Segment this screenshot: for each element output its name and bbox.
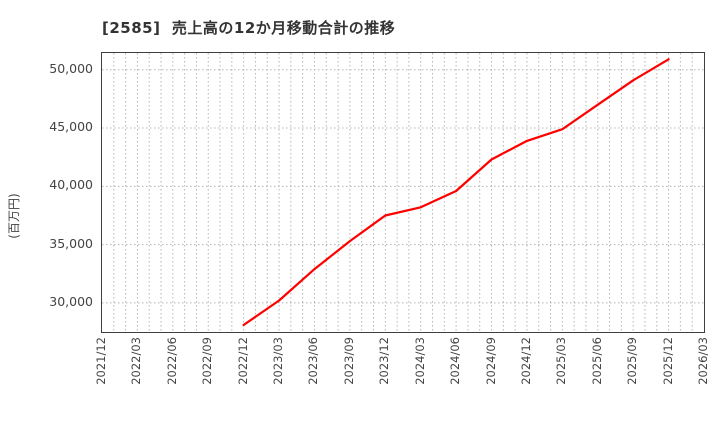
x-tick-label: 2025/03	[554, 337, 569, 385]
x-tick-label: 2024/09	[483, 337, 498, 385]
y-tick-label: 50,000	[49, 60, 93, 76]
x-tick-label: 2024/06	[448, 337, 463, 385]
x-tick-label: 2022/12	[235, 337, 250, 385]
x-tick-label: 2026/03	[696, 337, 710, 385]
x-tick-label: 2023/09	[341, 337, 356, 385]
x-tick-label: 2024/03	[412, 337, 427, 385]
x-tick-label: 2025/12	[660, 337, 675, 385]
y-tick-label: 45,000	[49, 119, 93, 135]
sales-line	[242, 58, 670, 327]
x-tick-label: 2022/03	[129, 337, 144, 385]
y-tick-label: 40,000	[49, 177, 93, 193]
x-tick-label: 2025/09	[625, 337, 640, 385]
x-tick-label: 2021/12	[94, 337, 108, 385]
y-tick-label: 30,000	[49, 293, 93, 309]
x-tick-label: 2023/12	[377, 337, 392, 385]
x-tick-label: 2023/06	[306, 337, 321, 385]
x-tick-label: 2022/09	[200, 337, 215, 385]
x-tick-label: 2025/06	[589, 337, 604, 385]
x-tick-label: 2023/03	[271, 337, 286, 385]
plot-area	[101, 52, 705, 333]
x-tick-label: 2022/06	[164, 337, 179, 385]
chart-title: [2585] 売上高の12か月移動合計の推移	[102, 19, 396, 37]
plot-svg	[102, 53, 704, 332]
x-tick-label: 2024/12	[518, 337, 533, 385]
y-tick-label: 35,000	[49, 235, 93, 251]
